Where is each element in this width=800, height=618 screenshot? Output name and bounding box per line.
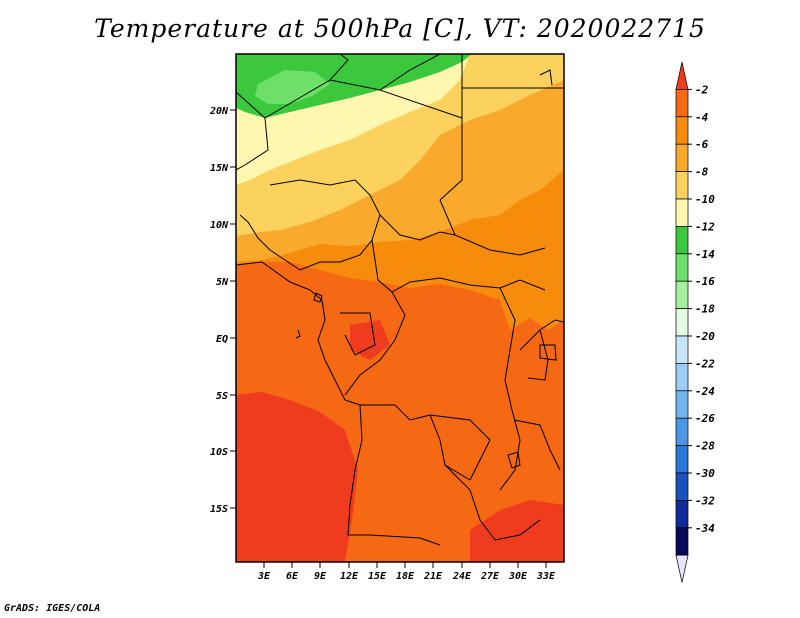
lon-label: 18E [396, 571, 415, 582]
map-plot-area [236, 54, 564, 562]
colorbar-label: -26 [695, 412, 715, 425]
lat-label: 10N [210, 220, 229, 231]
lon-label: 15E [368, 571, 387, 582]
colorbar-segment [675, 527, 689, 556]
colorbar: -2 -4 -6 -8 -10 -12 -14 -16 -18 -20 -22 -24 -26 -28 -3… [675, 61, 715, 583]
lon-label: 3E [257, 571, 271, 582]
colorbar-segment [675, 171, 689, 200]
lon-label: 33E [536, 571, 556, 582]
map-title: Temperature at 500hPa [C], VT: 202002271… [94, 14, 706, 43]
colorbar-label: -28 [695, 440, 715, 453]
colorbar-segment [675, 253, 689, 282]
lat-label: 15S [210, 504, 228, 515]
lat-label: 10S [210, 447, 228, 458]
colorbar-segment [675, 280, 689, 309]
lon-label: 30E [508, 571, 528, 582]
lat-label: 5S [216, 391, 228, 402]
lon-label: 24E [452, 571, 472, 582]
lat-label: EQ [216, 334, 228, 345]
colorbar-min-triangle [675, 554, 689, 583]
colorbar-max-triangle [675, 61, 689, 90]
colorbar-label: -20 [695, 330, 715, 343]
lat-label: 20N [209, 106, 229, 117]
colorbar-segment [675, 417, 689, 446]
colorbar-label: -34 [695, 522, 715, 535]
colorbar-segment [675, 363, 689, 392]
colorbar-label: -18 [695, 303, 715, 316]
lat-label: 5N [216, 277, 229, 288]
colorbar-label: -22 [695, 357, 715, 370]
colorbar-label: -6 [695, 138, 709, 151]
map-frame [235, 53, 565, 563]
lon-label: 27E [480, 571, 500, 582]
colorbar-segment [675, 308, 689, 337]
lat-label: 15N [210, 163, 229, 174]
colorbar-label: -4 [695, 111, 709, 124]
colorbar-label: -14 [695, 248, 715, 261]
temp-field-minus2-center [350, 320, 390, 360]
temp-field-minus16 [255, 70, 330, 104]
colorbar-label: -16 [695, 275, 715, 288]
colorbar-segment [675, 390, 689, 419]
colorbar-segment [675, 89, 689, 118]
lon-label: 12E [340, 571, 359, 582]
colorbar-segment [675, 472, 689, 501]
lon-label: 6E [286, 571, 299, 582]
country-borders [236, 54, 564, 546]
lon-label: 9E [314, 571, 327, 582]
latitude-axis: 20N 15N 10N 5N EQ 5S 10S 15S [209, 106, 236, 515]
colorbar-segment [675, 445, 689, 474]
colorbar-segment [675, 198, 689, 227]
lon-label: 21E [423, 571, 443, 582]
colorbar-label: -12 [695, 220, 715, 233]
colorbar-segment [675, 335, 689, 364]
colorbar-segment [675, 116, 689, 145]
colorbar-segment [675, 143, 689, 172]
temp-field-minus2-east [470, 500, 564, 562]
colorbar-label: -10 [695, 193, 715, 206]
colorbar-label: -24 [695, 385, 715, 398]
colorbar-label: -2 [695, 83, 709, 96]
colorbar-segment [675, 226, 689, 255]
colorbar-label: -32 [695, 494, 715, 507]
colorbar-label: -8 [695, 166, 709, 179]
colorbar-segment [675, 500, 689, 529]
grads-credit: GrADS: IGES/COLA [4, 603, 101, 614]
temp-field-minus2-west [236, 392, 358, 562]
colorbar-label: -30 [695, 467, 715, 480]
longitude-axis: 3E 6E 9E 12E 15E 18E 21E 24E 27E 30E 33E [257, 562, 556, 582]
